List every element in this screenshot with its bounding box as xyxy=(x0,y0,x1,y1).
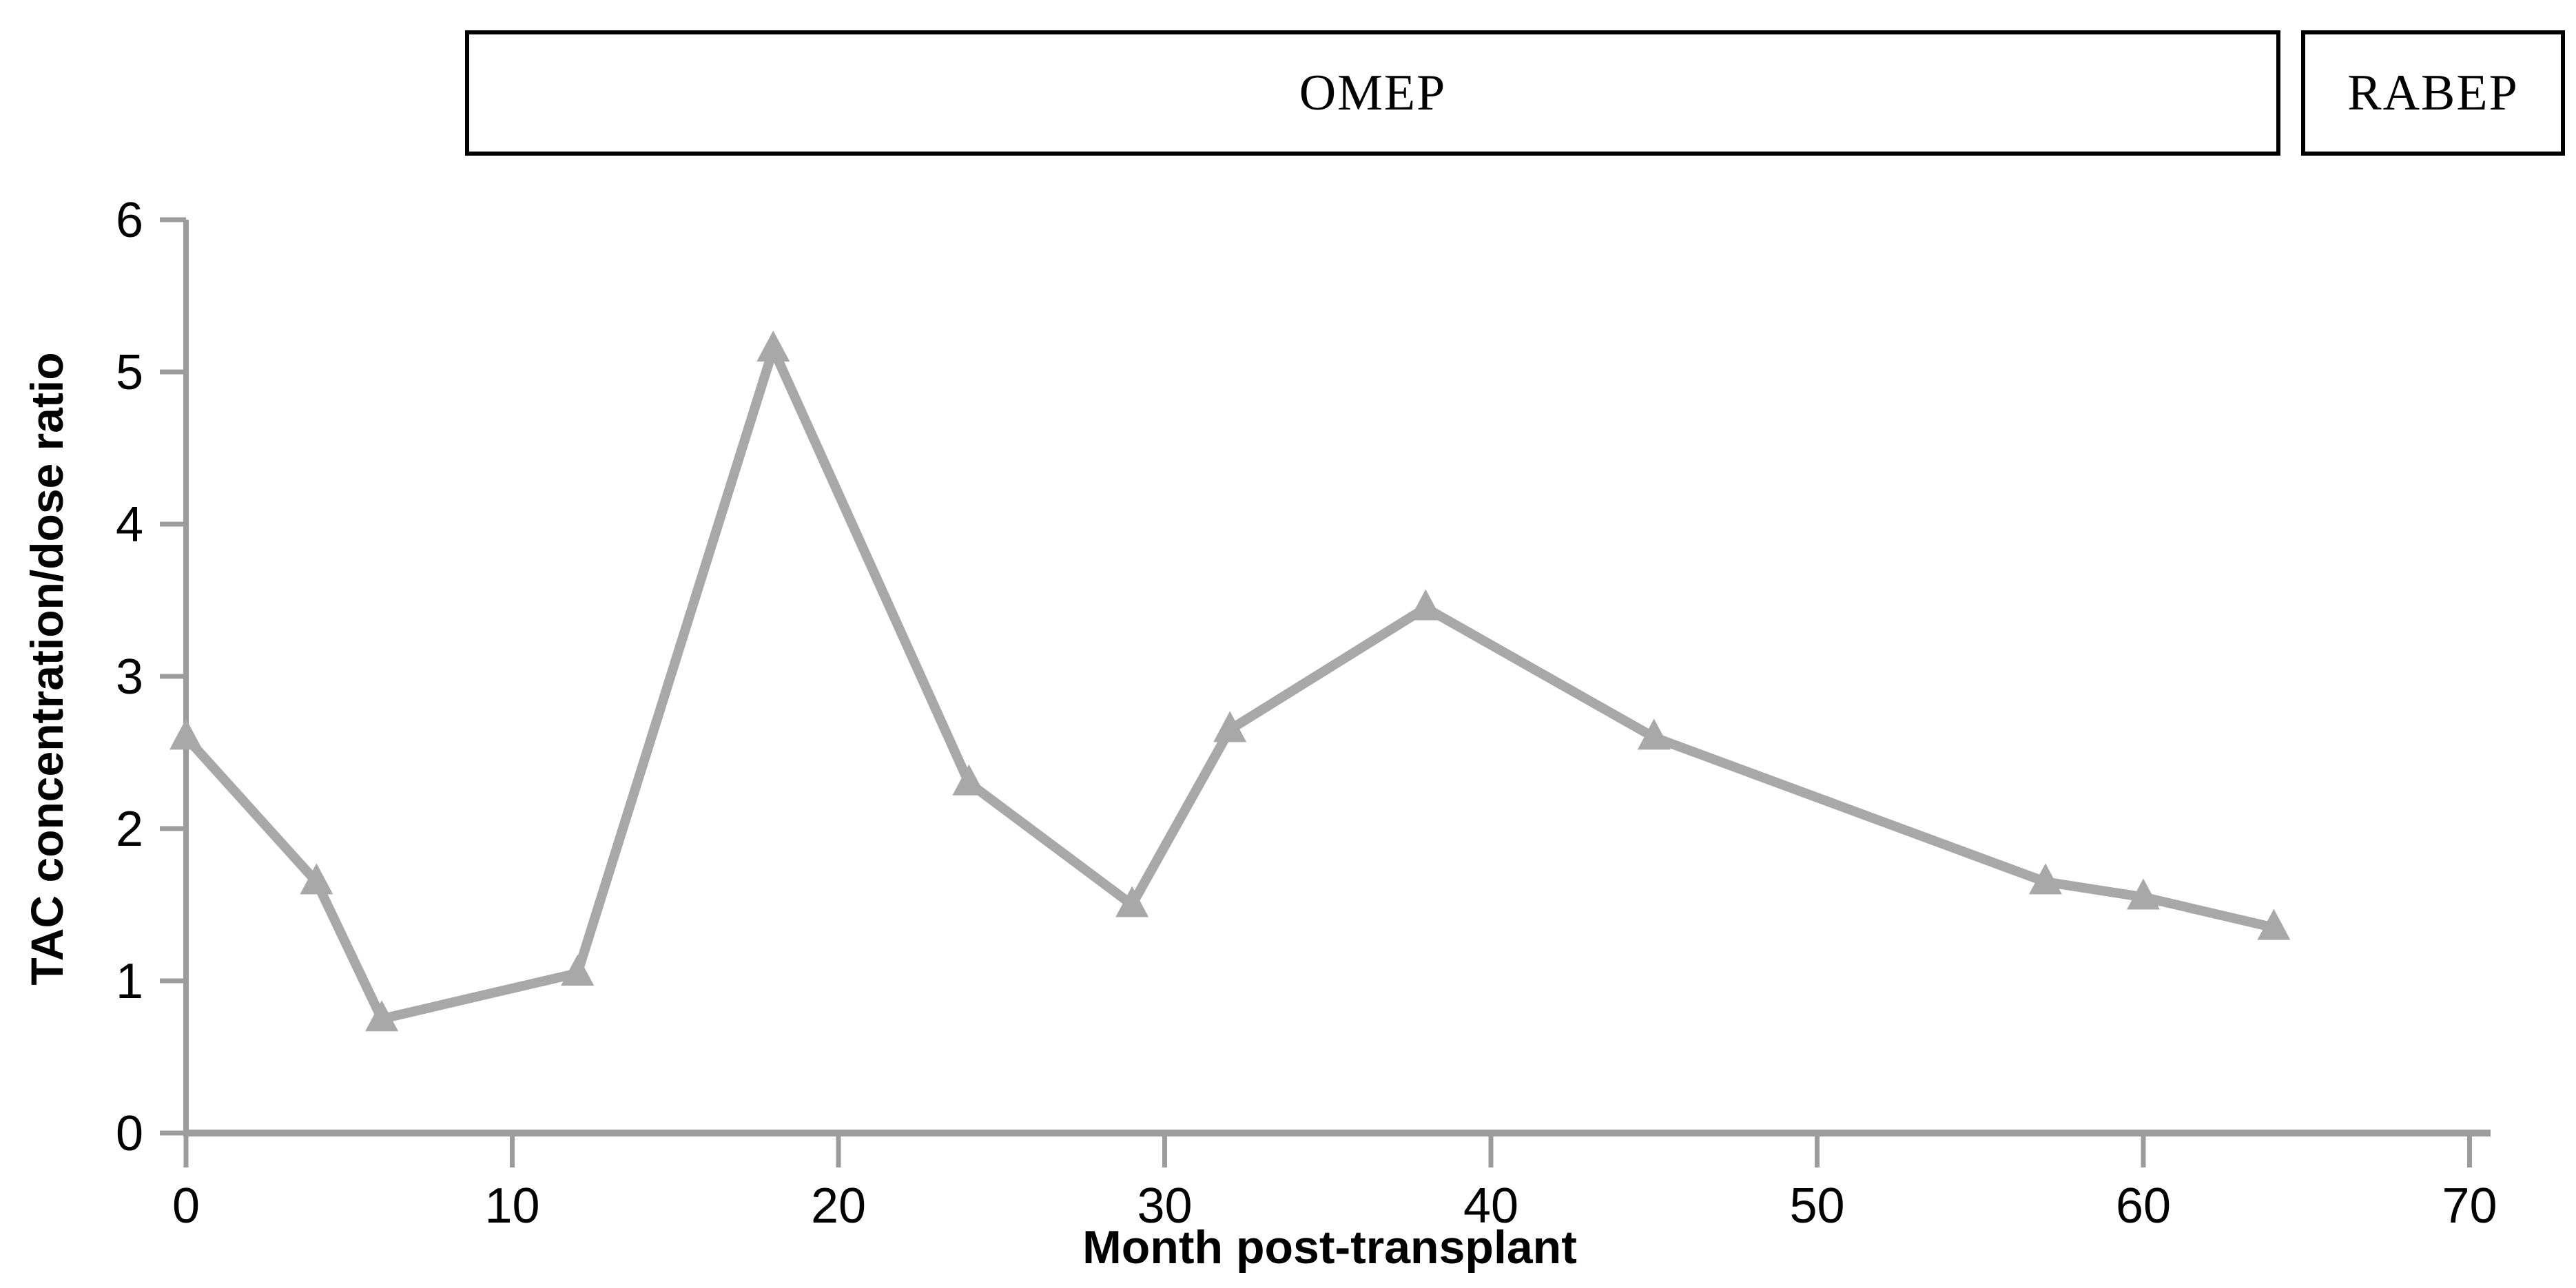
series-line xyxy=(182,344,2275,1024)
omep-label: OMEP xyxy=(1299,64,1447,121)
x-tick-label: 70 xyxy=(2442,1178,2497,1234)
x-tick-label: 30 xyxy=(1137,1178,1192,1234)
data-point-marker xyxy=(2028,863,2062,895)
data-point-marker xyxy=(1213,711,1247,742)
data-point-marker xyxy=(756,330,790,362)
data-point-marker xyxy=(300,863,333,895)
data-point-marker xyxy=(2257,908,2291,940)
y-tick-label: 4 xyxy=(116,497,143,552)
data-point-marker xyxy=(365,1000,399,1032)
y-tick-label: 0 xyxy=(116,1106,143,1161)
y-tick-label: 2 xyxy=(116,802,143,857)
x-axis-title: Month post-transplant xyxy=(1082,1221,1577,1274)
x-tick-label: 40 xyxy=(1463,1178,1518,1234)
data-point-marker xyxy=(169,718,203,750)
y-tick-label: 1 xyxy=(116,954,143,1009)
data-point-marker xyxy=(2127,878,2160,910)
data-point-marker xyxy=(1409,589,1443,621)
x-tick-label: 0 xyxy=(172,1178,200,1234)
y-tick-label: 3 xyxy=(116,650,143,705)
x-tick-label: 60 xyxy=(2116,1178,2171,1234)
x-tick-label: 50 xyxy=(1789,1178,1844,1234)
y-tick-label: 6 xyxy=(116,193,143,248)
data-point-marker xyxy=(1637,718,1671,750)
data-point-marker xyxy=(952,764,986,796)
y-tick-label: 5 xyxy=(116,345,143,400)
x-tick-label: 10 xyxy=(484,1178,539,1234)
data-point-marker xyxy=(561,954,595,986)
y-axis-title: TAC concentration/dose ratio xyxy=(21,352,72,986)
rabep-label: RABEP xyxy=(2347,64,2519,121)
data-point-marker xyxy=(1115,886,1149,917)
rabep-period-box: RABEP xyxy=(2301,30,2565,156)
x-tick-label: 20 xyxy=(811,1178,866,1234)
omep-period-box: OMEP xyxy=(465,30,2280,156)
